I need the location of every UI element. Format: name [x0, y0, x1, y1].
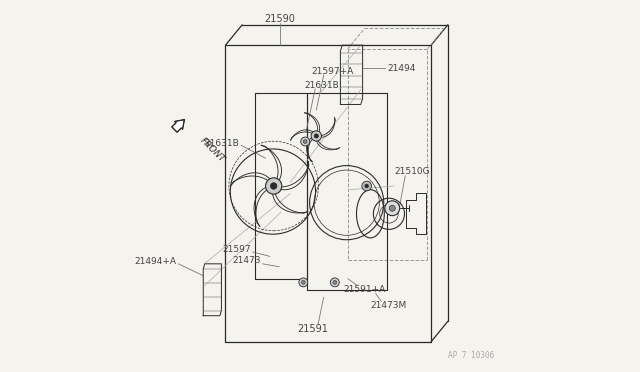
- Polygon shape: [172, 120, 184, 132]
- Text: 21473M: 21473M: [371, 301, 406, 310]
- Text: 21510G: 21510G: [394, 167, 429, 176]
- Text: 21591+A: 21591+A: [343, 285, 385, 294]
- Circle shape: [330, 278, 339, 287]
- Text: 21590: 21590: [264, 14, 296, 24]
- Text: FRONT: FRONT: [199, 136, 227, 164]
- Circle shape: [365, 184, 369, 188]
- Circle shape: [266, 178, 282, 194]
- Circle shape: [389, 205, 396, 211]
- Circle shape: [314, 134, 318, 138]
- Circle shape: [303, 140, 307, 143]
- Text: 21597: 21597: [222, 244, 251, 253]
- Circle shape: [271, 183, 277, 189]
- Text: 21591: 21591: [297, 324, 328, 334]
- Text: 21631B: 21631B: [205, 139, 239, 148]
- Text: 21494: 21494: [387, 64, 416, 73]
- Circle shape: [385, 201, 400, 216]
- Text: 21631B: 21631B: [305, 81, 339, 90]
- Text: AP 7 10306: AP 7 10306: [448, 351, 494, 360]
- Circle shape: [299, 278, 308, 287]
- Circle shape: [301, 280, 305, 284]
- Text: 21494+A: 21494+A: [134, 257, 176, 266]
- Circle shape: [333, 280, 337, 284]
- Circle shape: [301, 137, 310, 146]
- Text: 21473: 21473: [232, 256, 260, 265]
- Circle shape: [362, 181, 371, 191]
- Circle shape: [311, 131, 321, 141]
- Text: 21597+A: 21597+A: [312, 67, 354, 76]
